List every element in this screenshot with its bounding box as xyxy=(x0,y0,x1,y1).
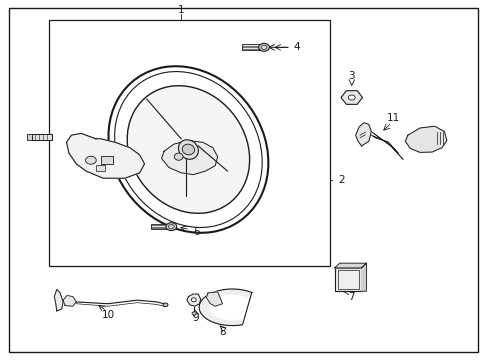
Bar xyxy=(49,21,329,266)
Bar xyxy=(96,165,104,171)
Text: 11: 11 xyxy=(386,113,399,123)
Polygon shape xyxy=(186,294,200,306)
Bar xyxy=(151,224,170,229)
Bar xyxy=(101,156,113,164)
Polygon shape xyxy=(355,123,370,146)
Polygon shape xyxy=(199,289,251,325)
Polygon shape xyxy=(161,140,217,175)
Bar xyxy=(26,134,32,140)
Ellipse shape xyxy=(163,303,167,307)
Ellipse shape xyxy=(258,43,269,51)
Text: 2: 2 xyxy=(337,175,344,185)
Ellipse shape xyxy=(85,156,96,164)
Ellipse shape xyxy=(347,95,354,100)
Polygon shape xyxy=(334,263,366,268)
Polygon shape xyxy=(405,126,446,152)
Ellipse shape xyxy=(178,140,198,159)
Ellipse shape xyxy=(191,298,196,302)
Ellipse shape xyxy=(127,86,249,213)
Text: 9: 9 xyxy=(192,313,199,323)
Polygon shape xyxy=(66,134,144,178)
Ellipse shape xyxy=(165,223,176,230)
Polygon shape xyxy=(54,289,63,311)
Bar xyxy=(32,134,52,140)
Bar xyxy=(242,44,262,50)
Bar xyxy=(337,270,358,289)
Polygon shape xyxy=(63,296,76,306)
Text: 5: 5 xyxy=(66,146,73,156)
Text: 3: 3 xyxy=(348,71,354,81)
Polygon shape xyxy=(361,263,366,291)
FancyBboxPatch shape xyxy=(334,268,361,291)
Text: 8: 8 xyxy=(219,327,225,337)
Ellipse shape xyxy=(192,312,196,315)
Text: 4: 4 xyxy=(293,42,299,52)
Ellipse shape xyxy=(174,153,183,160)
Text: 6: 6 xyxy=(193,227,200,237)
Text: 10: 10 xyxy=(101,310,114,320)
Polygon shape xyxy=(206,292,222,306)
Ellipse shape xyxy=(182,144,194,155)
Text: 1: 1 xyxy=(178,5,184,15)
Text: 7: 7 xyxy=(348,292,354,302)
